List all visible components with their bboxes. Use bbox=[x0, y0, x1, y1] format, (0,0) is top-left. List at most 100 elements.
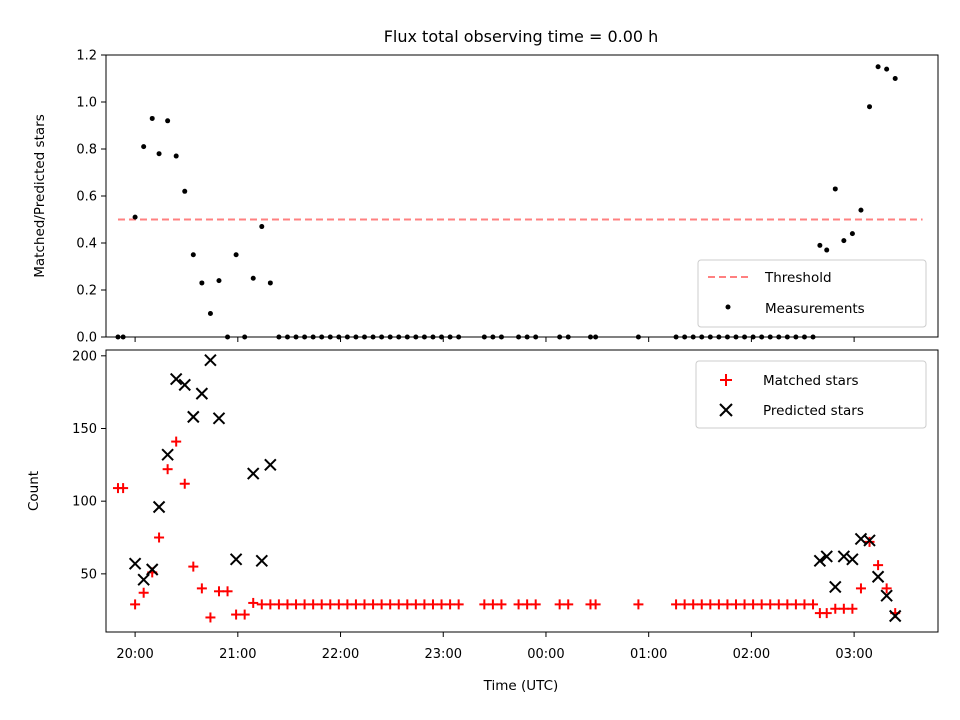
matched-star-point bbox=[864, 536, 875, 547]
matched-star-point bbox=[782, 599, 793, 610]
matched-star-point bbox=[231, 609, 242, 620]
bottom-x-tick-label: 20:00 bbox=[116, 647, 153, 662]
matched-star-point bbox=[522, 599, 533, 610]
measurement-point bbox=[199, 280, 205, 286]
bottom-legend-box bbox=[695, 360, 927, 429]
chart-title: Flux total observing time = 0.00 h bbox=[384, 27, 659, 46]
matched-star-point bbox=[265, 599, 276, 610]
matched-star-point bbox=[830, 603, 841, 614]
matched-star-point bbox=[239, 609, 250, 620]
predicted-mark-b bbox=[195, 387, 209, 400]
matched-star-point bbox=[808, 599, 819, 610]
top-plot-area bbox=[115, 64, 923, 340]
predicted-star-point bbox=[128, 557, 142, 570]
predicted-mark-b bbox=[837, 550, 851, 563]
matched-star-point bbox=[325, 599, 336, 610]
predicted-star-point bbox=[813, 554, 827, 567]
top-legend-box bbox=[697, 259, 927, 328]
matched-star-point bbox=[696, 599, 707, 610]
measurement-point bbox=[182, 188, 188, 194]
matched-star-point bbox=[799, 599, 810, 610]
predicted-mark-b bbox=[178, 378, 191, 392]
legend-threshold-label: Threshold bbox=[764, 270, 832, 286]
bottom-x-tick-label: 23:00 bbox=[425, 647, 462, 662]
bottom-y-axis: 50 100 150 200 bbox=[72, 349, 106, 582]
matched-star-point bbox=[308, 599, 319, 610]
measurement-point bbox=[867, 104, 873, 110]
matched-star-point bbox=[590, 599, 601, 610]
legend-measurements-swatch bbox=[725, 304, 731, 310]
measurement-point bbox=[875, 64, 881, 70]
bottom-y-tick-label: 200 bbox=[72, 349, 97, 364]
matched-star-point bbox=[138, 587, 149, 598]
predicted-mark-b bbox=[829, 580, 842, 594]
predicted-star-point bbox=[863, 534, 876, 547]
top-y-tick-label: 1.0 bbox=[76, 96, 97, 111]
legend-predicted-label: Predicted stars bbox=[763, 403, 864, 419]
measurement-point bbox=[849, 231, 855, 237]
matched-star-point bbox=[179, 478, 190, 489]
matched-star-point bbox=[633, 599, 644, 610]
predicted-star-point bbox=[178, 378, 191, 392]
matched-star-point bbox=[359, 599, 370, 610]
matched-star-point bbox=[248, 597, 259, 608]
legend-measurements-label: Measurements bbox=[765, 301, 865, 317]
matched-star-point bbox=[881, 583, 892, 594]
bottom-y-axis-label: Count bbox=[26, 471, 42, 511]
bottom-y-tick-label: 150 bbox=[72, 422, 97, 437]
matched-star-point bbox=[402, 599, 413, 610]
matched-star-point bbox=[873, 560, 884, 571]
predicted-mark-b bbox=[212, 412, 226, 425]
measurement-point bbox=[250, 275, 256, 281]
matched-star-point bbox=[748, 599, 759, 610]
matched-star-point bbox=[773, 599, 784, 610]
predicted-mark-b bbox=[229, 553, 243, 566]
top-y-tick-label: 0.6 bbox=[76, 190, 97, 205]
top-panel: Flux total observing time = 0.00 h 0.00.… bbox=[32, 27, 939, 346]
predicted-star-point bbox=[195, 387, 209, 400]
predicted-mark-b bbox=[255, 554, 268, 567]
measurement-point bbox=[156, 151, 162, 157]
matched-star-point bbox=[368, 599, 379, 610]
matched-star-point bbox=[130, 599, 141, 610]
predicted-mark-b bbox=[146, 563, 159, 576]
measurement-point bbox=[841, 238, 847, 244]
predicted-mark-b bbox=[169, 372, 183, 386]
matched-star-point bbox=[427, 599, 438, 610]
matched-star-point bbox=[554, 599, 565, 610]
matched-star-point bbox=[679, 599, 690, 610]
matched-star-point bbox=[496, 599, 507, 610]
legend-matched-label: Matched stars bbox=[763, 373, 859, 389]
measurement-point bbox=[190, 252, 196, 258]
matched-star-point bbox=[410, 599, 421, 610]
matched-star-point bbox=[688, 599, 699, 610]
matched-star-point bbox=[513, 599, 524, 610]
matched-star-point bbox=[291, 599, 302, 610]
measurement-point bbox=[207, 311, 213, 316]
top-x-ticks bbox=[134, 337, 855, 342]
predicted-star-point bbox=[888, 609, 902, 623]
top-y-tick-label: 0.2 bbox=[76, 284, 97, 299]
bottom-y-tick-label: 50 bbox=[80, 567, 97, 582]
top-y-axis-label: Matched/Predicted stars bbox=[32, 114, 48, 277]
predicted-star-point bbox=[137, 573, 150, 586]
predicted-mark-b bbox=[152, 500, 166, 514]
matched-star-point bbox=[333, 599, 344, 610]
matched-star-point bbox=[316, 599, 327, 610]
bottom-x-tick-label: 21:00 bbox=[219, 647, 256, 662]
matched-star-point bbox=[790, 599, 801, 610]
predicted-mark-b bbox=[161, 448, 174, 461]
bottom-panel: 50 100 150 200 20:00 21:00 22:00 23:00 00:00 01:… bbox=[26, 349, 939, 694]
matched-star-point bbox=[188, 561, 199, 572]
measurement-point bbox=[216, 278, 222, 284]
matched-star-point bbox=[118, 483, 129, 494]
bottom-legend: Matched stars Predicted stars bbox=[695, 360, 927, 429]
predicted-star-point bbox=[846, 553, 859, 566]
measurement-point bbox=[141, 144, 147, 150]
predicted-star-point bbox=[820, 550, 833, 563]
matched-star-point bbox=[393, 599, 404, 610]
matched-star-point bbox=[487, 599, 498, 610]
predicted-star-point bbox=[146, 563, 159, 576]
predicted-mark-b bbox=[204, 353, 217, 367]
matched-star-point bbox=[722, 599, 733, 610]
